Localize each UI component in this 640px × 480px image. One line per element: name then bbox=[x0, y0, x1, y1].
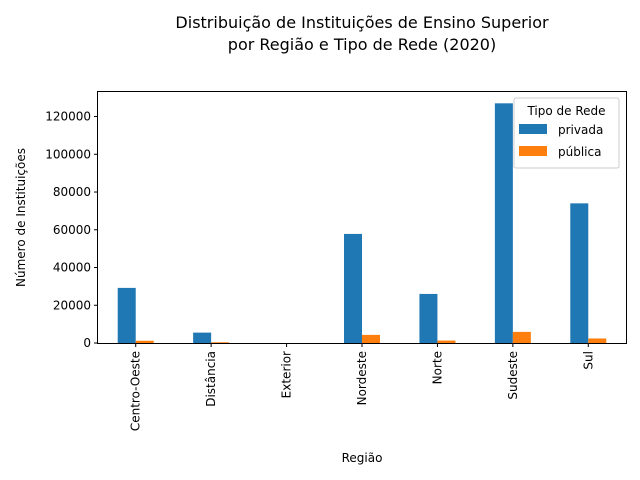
y-tick-label: 40000 bbox=[53, 261, 91, 275]
bar-pública-Nordeste bbox=[362, 334, 380, 343]
x-tick-label: Distância bbox=[204, 351, 218, 407]
x-tick-label: Sul bbox=[581, 351, 595, 370]
y-tick-label: 0 bbox=[83, 336, 91, 350]
x-tick-label: Sudeste bbox=[506, 351, 520, 400]
chart-title-line-1: Distribuição de Instituições de Ensino S… bbox=[175, 13, 549, 32]
bar-privada-Centro-Oeste bbox=[117, 287, 136, 343]
bar-pública-Distância bbox=[211, 342, 230, 343]
x-tick-label: Norte bbox=[430, 351, 444, 384]
legend-label-pública: pública bbox=[558, 145, 601, 159]
legend-swatch-pública bbox=[519, 146, 547, 156]
y-tick-label: 100000 bbox=[45, 147, 91, 161]
y-tick-label: 20000 bbox=[53, 298, 91, 312]
y-tick-label: 60000 bbox=[53, 223, 91, 237]
plot-area bbox=[117, 103, 607, 343]
y-axis: 0 20000 40000 60000 80000 100000 120000 bbox=[45, 110, 98, 350]
y-axis-label: Número de Instituições bbox=[14, 148, 28, 287]
y-tick-label: 80000 bbox=[53, 185, 91, 199]
legend-swatch-privada bbox=[519, 124, 547, 134]
bar-privada-Sul bbox=[570, 203, 589, 343]
bar-privada-Norte bbox=[419, 293, 438, 343]
legend: Tipo de Rede privada pública bbox=[513, 97, 620, 169]
legend-label-privada: privada bbox=[558, 123, 603, 137]
bar-pública-Sul bbox=[588, 338, 607, 343]
y-tick-label: 120000 bbox=[45, 110, 91, 124]
x-tick-label: Nordeste bbox=[355, 351, 369, 405]
chart-title: Distribuição de Instituições de Ensino S… bbox=[175, 13, 549, 54]
bar-pública-Centro-Oeste bbox=[135, 340, 154, 343]
x-axis: Centro-Oeste Distância Exterior Nordeste Nor… bbox=[129, 343, 595, 431]
chart-title-line-2: por Região e Tipo de Rede (2020) bbox=[228, 35, 496, 54]
bar-pública-Norte bbox=[437, 340, 456, 343]
bar-pública-Sudeste bbox=[512, 331, 531, 343]
x-tick-label: Centro-Oeste bbox=[129, 351, 143, 431]
x-axis-label: Região bbox=[342, 451, 383, 465]
bar-privada-Nordeste bbox=[344, 233, 362, 343]
bar-privada-Distância bbox=[193, 332, 212, 343]
x-tick-label: Exterior bbox=[280, 351, 294, 398]
legend-title: Tipo de Rede bbox=[526, 104, 605, 118]
bar-privada-Sudeste bbox=[494, 103, 513, 343]
